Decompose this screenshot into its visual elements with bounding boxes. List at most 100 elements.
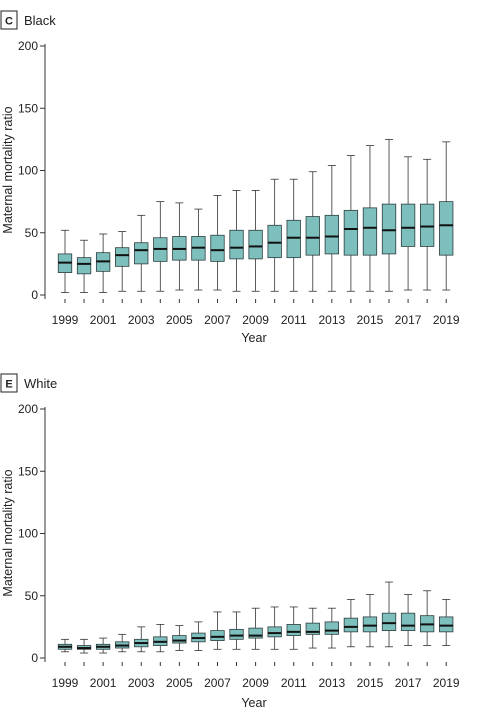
y-tick-label: 100 [18, 164, 38, 178]
box-2005 [172, 625, 187, 651]
iqr-box [343, 209, 359, 256]
box-2006 [191, 208, 206, 291]
iqr-box [210, 630, 225, 641]
iqr-box [419, 203, 435, 247]
box-2016 [381, 581, 397, 648]
iqr-box [76, 257, 92, 275]
x-tick-label: 2007 [204, 313, 231, 327]
box-2015 [362, 594, 378, 648]
box-2010 [267, 178, 282, 292]
iqr-box [324, 214, 339, 255]
x-axis: 1999 2001 2003 2005 2007 2009 2011 2013 2015 2017… [52, 662, 460, 690]
box-2013 [324, 607, 339, 649]
box-2004 [153, 623, 168, 653]
panel-letter: C [5, 16, 13, 28]
x-axis-title: Year [241, 331, 266, 345]
y-tick-label: 50 [25, 589, 39, 603]
iqr-box [439, 616, 454, 633]
iqr-box [362, 207, 378, 256]
x-tick-label: 2005 [166, 676, 193, 690]
panel-letter-box [0, 373, 18, 393]
box-2006 [191, 621, 206, 651]
panel-letter-box [0, 10, 18, 30]
x-tick-label: 1999 [52, 676, 79, 690]
x-tick-label: 2009 [242, 313, 269, 327]
x-tick-label: 2011 [281, 676, 307, 690]
panel-black: C Black Maternal mortality ratio Year 0 5… [0, 10, 460, 345]
iqr-box [229, 229, 244, 260]
iqr-box [267, 224, 282, 259]
x-tick-label: 2003 [128, 676, 155, 690]
panel-white: E White Maternal mortality ratio Year 0 5… [0, 373, 460, 710]
x-tick-label: 2011 [281, 313, 307, 327]
box-2009 [248, 607, 263, 650]
iqr-box [439, 201, 454, 256]
iqr-box [381, 612, 397, 632]
box-series [57, 138, 454, 293]
y-tick-label: 100 [18, 527, 38, 541]
x-tick-label: 2017 [395, 676, 422, 690]
y-axis-title: Maternal mortality ratio [1, 469, 15, 596]
box-1999 [57, 638, 73, 653]
y-tick-label: 200 [18, 39, 38, 53]
y-tick-label: 0 [31, 288, 38, 302]
iqr-box [400, 203, 416, 247]
x-tick-label: 2019 [433, 676, 460, 690]
box-2003 [134, 214, 149, 292]
iqr-box [343, 617, 359, 633]
box-2008 [229, 190, 244, 292]
box-2019 [439, 599, 454, 646]
iqr-box [305, 216, 320, 256]
box-2000 [76, 239, 92, 293]
box-2017 [400, 594, 416, 646]
box-2001 [95, 233, 111, 293]
panel-title: Black [24, 13, 56, 28]
x-tick-label: 2015 [357, 313, 384, 327]
x-tick-label: 1999 [52, 313, 79, 327]
x-tick-label: 2001 [90, 676, 117, 690]
box-2016 [381, 138, 397, 292]
box-1999 [57, 229, 73, 293]
iqr-box [286, 623, 301, 636]
box-2002 [115, 231, 130, 292]
box-2007 [210, 611, 225, 650]
y-tick-label: 150 [18, 464, 38, 478]
box-2007 [210, 194, 225, 291]
box-2009 [248, 190, 263, 292]
iqr-box [362, 616, 378, 633]
iqr-box [115, 247, 130, 267]
y-axis: 0 50 100 150 200 [18, 402, 46, 665]
box-2008 [229, 611, 244, 650]
iqr-box [381, 203, 397, 255]
box-2011 [286, 178, 301, 292]
box-2004 [153, 201, 168, 292]
iqr-box [248, 229, 263, 260]
box-2010 [267, 606, 282, 650]
x-tick-label: 2005 [166, 313, 193, 327]
x-tick-label: 2001 [90, 313, 117, 327]
box-2018 [419, 158, 435, 291]
box-2012 [305, 607, 320, 649]
box-2001 [95, 637, 111, 654]
x-tick-label: 2015 [357, 676, 384, 690]
box-series [57, 581, 454, 654]
box-2011 [286, 606, 301, 650]
x-axis-title: Year [241, 696, 266, 710]
iqr-box [134, 242, 149, 265]
x-tick-label: 2013 [318, 676, 345, 690]
iqr-box [324, 621, 339, 635]
x-tick-label: 2009 [242, 676, 269, 690]
y-tick-label: 200 [18, 402, 38, 416]
box-2018 [419, 590, 435, 646]
box-2013 [324, 165, 339, 292]
x-axis: 1999 2001 2003 2005 2007 2009 2011 2013 2015 2017… [52, 299, 460, 327]
box-2015 [362, 145, 378, 292]
y-axis: 0 50 100 150 200 [18, 39, 46, 302]
box-2003 [134, 626, 149, 653]
iqr-box [229, 628, 244, 640]
x-tick-label: 2007 [204, 676, 231, 690]
box-2000 [76, 638, 92, 654]
panel-letter: E [5, 379, 12, 391]
x-tick-label: 2017 [395, 313, 422, 327]
